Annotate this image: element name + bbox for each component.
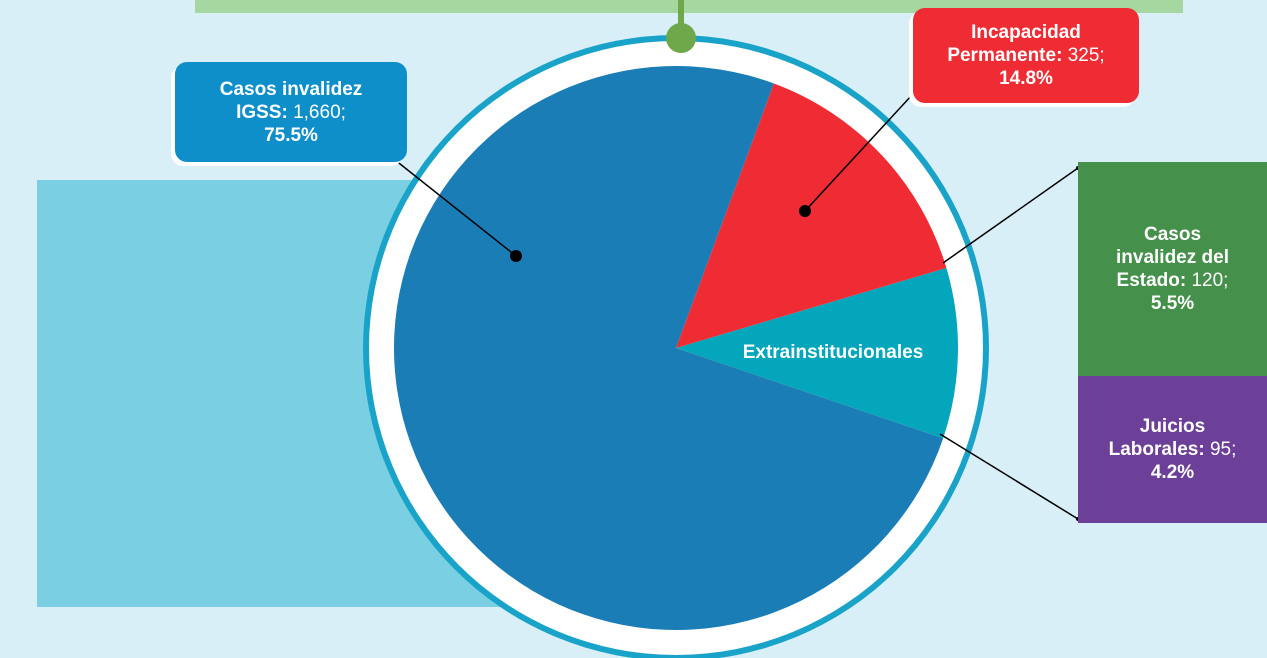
callout-juicios-value: 95; [1204, 439, 1237, 460]
leader-line-igss [384, 151, 517, 257]
leader-line-juicios [939, 433, 1079, 520]
marker-dot-igss [510, 250, 522, 262]
callout-inc-percent: 14.8% [999, 68, 1053, 89]
callout-juicios-laborales: Juicios Laborales: 95; 4.2% [1078, 376, 1267, 523]
extrainstitucionales-label: Extrainstitucionales [743, 342, 924, 363]
callout-inc-name-2: Permanente: [947, 45, 1063, 66]
slice-casos-invalidez-igss [394, 65, 944, 630]
callout-estado-name-3: Estado: [1116, 270, 1187, 291]
callout-igss-name-1: Casos invalidez [219, 78, 363, 100]
callout-estado-name-1: Casos [1143, 224, 1202, 245]
callout-igss-name-2: IGSS: [236, 101, 288, 123]
callout-casos-invalidez-igss: Casos invalidez IGSS: 1,660; 75.5% [175, 62, 407, 162]
marker-dot-incapacidad [799, 205, 811, 217]
callout-igss-percent: 75.5% [264, 124, 318, 146]
callout-juicios-percent: 4.2% [1150, 462, 1195, 483]
slice-extrainstitucionales [676, 267, 958, 439]
leader-line-incapacidad [804, 81, 925, 212]
callout-igss-value: 1,660; [287, 101, 346, 123]
callout-casos-invalidez-estado: Casos invalidez del Estado: 120; 5.5% [1078, 162, 1267, 376]
callout-estado-value: 120; [1186, 270, 1229, 291]
callout-juicios-name-1: Juicios [1139, 416, 1206, 437]
callout-estado-name-2: invalidez del [1116, 247, 1229, 268]
callout-estado-percent: 5.5% [1150, 293, 1195, 314]
callout-juicios-name-2: Laborales: [1108, 439, 1205, 460]
leader-line-estado [942, 167, 1079, 264]
callout-incapacidad-permanente: Incapacidad Permanente: 325; 14.8% [913, 8, 1139, 103]
slice-incapacidad-permanente [676, 83, 947, 348]
connector-knob [666, 23, 696, 53]
callout-inc-value: 325; [1062, 45, 1105, 66]
callout-inc-name-1: Incapacidad [971, 22, 1081, 43]
